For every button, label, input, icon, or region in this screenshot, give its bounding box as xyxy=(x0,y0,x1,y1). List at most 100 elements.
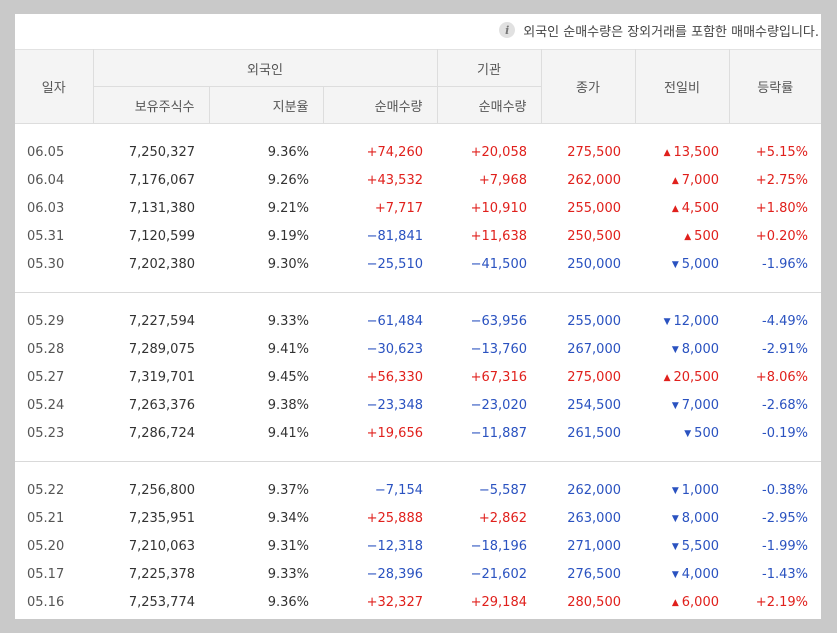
change-value: 7,000 xyxy=(681,397,719,413)
group-divider xyxy=(15,292,821,293)
ratio-cell: 9.31% xyxy=(267,538,309,554)
change-cell: ▼ 5,500 xyxy=(635,532,729,560)
table-row: 05.31 7,120,599 9.19% −81,841 +11,638 250,500… xyxy=(15,222,821,250)
ratio-cell: 9.33% xyxy=(267,566,309,582)
foreign-net-cell: +43,532 xyxy=(366,172,423,188)
header-hold: 보유주식수 xyxy=(92,86,210,124)
change-cell: ▼ 12,000 xyxy=(635,307,729,335)
foreign-net-cell: −25,510 xyxy=(366,256,423,272)
table-row: 05.16 7,253,774 9.36% +32,327 +29,184 280,500… xyxy=(15,588,821,616)
change-value: 7,000 xyxy=(681,172,719,188)
holdings-cell: 7,225,378 xyxy=(128,566,195,582)
date-cell: 05.21 xyxy=(27,510,65,526)
institution-net-cell: −63,956 xyxy=(470,313,527,329)
date-cell: 05.17 xyxy=(27,566,65,582)
foreign-net-cell: +7,717 xyxy=(374,200,423,216)
ratio-cell: 9.33% xyxy=(267,313,309,329)
rate-cell: -0.19% xyxy=(762,425,808,441)
change-cell: ▲ 500 xyxy=(635,222,729,250)
foreign-net-cell: +32,327 xyxy=(366,594,423,610)
institution-net-cell: −5,587 xyxy=(478,482,527,498)
table-row: 05.20 7,210,063 9.31% −12,318 −18,196 271,000… xyxy=(15,532,821,560)
ratio-cell: 9.19% xyxy=(267,228,309,244)
foreign-net-cell: −7,154 xyxy=(374,482,423,498)
change-value: 6,000 xyxy=(681,594,719,610)
institution-net-cell: +7,968 xyxy=(478,172,527,188)
holdings-cell: 7,202,380 xyxy=(128,256,195,272)
close-price-cell: 250,000 xyxy=(567,256,621,272)
notice-bar: i 외국인 순매수량은 장외거래를 포함한 매매수량입니다. xyxy=(499,19,819,41)
date-cell: 06.03 xyxy=(27,200,65,216)
foreign-net-cell: −28,396 xyxy=(366,566,423,582)
triangle-up-icon: ▲ xyxy=(663,147,671,158)
table-row: 06.03 7,131,380 9.21% +7,717 +10,910 255,000 ▲… xyxy=(15,194,821,222)
change-cell: ▲ 6,000 xyxy=(635,588,729,616)
ratio-cell: 9.41% xyxy=(267,425,309,441)
foreign-net-cell: +19,656 xyxy=(366,425,423,441)
holdings-cell: 7,256,800 xyxy=(128,482,195,498)
header-ratio: 지분율 xyxy=(208,86,324,124)
close-price-cell: 271,000 xyxy=(567,538,621,554)
header-rate: 등락률 xyxy=(728,49,821,124)
triangle-down-icon: ▼ xyxy=(671,569,679,580)
ratio-cell: 9.45% xyxy=(267,369,309,385)
notice-text: 외국인 순매수량은 장외거래를 포함한 매매수량입니다. xyxy=(523,24,819,40)
ratio-cell: 9.41% xyxy=(267,341,309,357)
header-institution: 기관 xyxy=(436,49,542,87)
change-cell: ▲ 4,500 xyxy=(635,194,729,222)
foreign-net-cell: −61,484 xyxy=(366,313,423,329)
foreign-net-cell: +56,330 xyxy=(366,369,423,385)
header-date: 일자 xyxy=(15,49,94,124)
holdings-cell: 7,227,594 xyxy=(128,313,195,329)
institution-net-cell: +2,862 xyxy=(478,510,527,526)
foreign-net-cell: −30,623 xyxy=(366,341,423,357)
change-cell: ▲ 20,500 xyxy=(635,363,729,391)
foreign-net-cell: +74,260 xyxy=(366,144,423,160)
rate-cell: +1.80% xyxy=(755,200,808,216)
holdings-cell: 7,286,724 xyxy=(128,425,195,441)
institution-net-cell: −18,196 xyxy=(470,538,527,554)
rate-cell: -1.96% xyxy=(762,256,808,272)
ratio-cell: 9.30% xyxy=(267,256,309,272)
change-cell: ▲ 7,000 xyxy=(635,166,729,194)
ratio-cell: 9.37% xyxy=(267,482,309,498)
close-price-cell: 250,500 xyxy=(567,228,621,244)
close-price-cell: 275,000 xyxy=(567,369,621,385)
close-price-cell: 263,000 xyxy=(567,510,621,526)
triangle-down-icon: ▼ xyxy=(671,344,679,355)
holdings-cell: 7,253,774 xyxy=(128,594,195,610)
rate-cell: +2.75% xyxy=(755,172,808,188)
change-cell: ▲ 13,500 xyxy=(635,138,729,166)
foreign-net-cell: −12,318 xyxy=(366,538,423,554)
header-net-foreign: 순매수량 xyxy=(322,86,438,124)
triangle-down-icon: ▼ xyxy=(671,485,679,496)
change-value: 12,000 xyxy=(673,313,720,329)
triangle-down-icon: ▼ xyxy=(684,428,692,439)
close-price-cell: 255,000 xyxy=(567,200,621,216)
table-row: 05.23 7,286,724 9.41% +19,656 −11,887 261,500… xyxy=(15,419,821,447)
rate-cell: -0.38% xyxy=(762,482,808,498)
foreign-net-cell: −23,348 xyxy=(366,397,423,413)
institution-net-cell: +67,316 xyxy=(470,369,527,385)
date-cell: 06.05 xyxy=(27,144,65,160)
triangle-up-icon: ▲ xyxy=(663,372,671,383)
institution-net-cell: −13,760 xyxy=(470,341,527,357)
holdings-cell: 7,120,599 xyxy=(128,228,195,244)
triangle-up-icon: ▲ xyxy=(671,203,679,214)
date-cell: 05.22 xyxy=(27,482,65,498)
triangle-down-icon: ▼ xyxy=(671,541,679,552)
rate-cell: -2.91% xyxy=(762,341,808,357)
change-value: 13,500 xyxy=(673,144,720,160)
date-cell: 06.04 xyxy=(27,172,65,188)
header-foreign: 외국인 xyxy=(92,49,438,87)
table-body: 06.05 7,250,327 9.36% +74,260 +20,058 275,500… xyxy=(15,124,821,617)
header-change: 전일비 xyxy=(634,49,730,124)
row-spacer xyxy=(15,278,821,293)
info-icon: i xyxy=(499,22,516,38)
triangle-down-icon: ▼ xyxy=(671,259,679,270)
rate-cell: +2.19% xyxy=(755,594,808,610)
change-cell: ▼ 1,000 xyxy=(635,476,729,504)
rate-cell: +0.20% xyxy=(755,228,808,244)
holdings-cell: 7,176,067 xyxy=(128,172,195,188)
date-cell: 05.29 xyxy=(27,313,65,329)
